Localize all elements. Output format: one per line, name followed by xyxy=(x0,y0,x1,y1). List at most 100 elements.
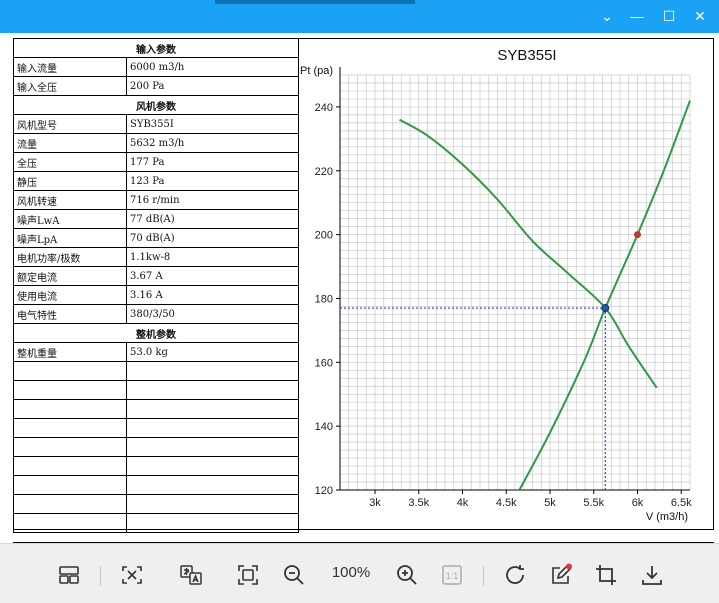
parameter-row: 风机型号 SYB355I xyxy=(13,114,299,134)
parameter-value xyxy=(126,475,299,495)
parameter-row: 使用电流 3.16 A xyxy=(13,285,299,305)
parameter-value: 3.67 A xyxy=(126,266,299,286)
crop-icon[interactable] xyxy=(593,562,619,588)
parameter-row xyxy=(13,399,299,419)
section-header-row: 风机参数 xyxy=(13,95,299,115)
parameter-value xyxy=(126,513,299,533)
parameter-value: 380/3/50 xyxy=(126,304,299,324)
x-axis-label: V (m3/h) xyxy=(646,511,688,523)
title-bar-remnant xyxy=(215,0,415,4)
parameter-row: 流量 5632 m3/h xyxy=(13,133,299,153)
zoom-in-icon[interactable] xyxy=(394,562,420,588)
parameter-label: 流量 xyxy=(13,133,127,153)
operating-point-marker xyxy=(601,304,610,313)
parameter-label: 使用电流 xyxy=(13,285,127,305)
zoom-out-icon[interactable] xyxy=(281,562,307,588)
chart-grid xyxy=(339,74,691,491)
parameter-row: 风机转速 716 r/min xyxy=(13,190,299,210)
fit-screen-icon[interactable] xyxy=(119,562,145,588)
parameter-label xyxy=(13,513,127,533)
parameter-label xyxy=(13,494,127,514)
parameter-label: 风机型号 xyxy=(13,114,127,134)
parameter-label xyxy=(13,437,127,457)
x-tick-label: 5k xyxy=(544,497,556,509)
parameter-label: 噪声LpA xyxy=(13,228,127,248)
x-tick-label: 4.5k xyxy=(496,497,517,509)
parameter-row: 全压 177 Pa xyxy=(13,152,299,172)
parameter-row xyxy=(13,361,299,381)
fan-curve-line xyxy=(399,118,658,389)
input-point-marker xyxy=(634,231,641,239)
x-tick-label: 4k xyxy=(457,497,469,509)
fullscreen-icon[interactable] xyxy=(235,562,261,588)
parameter-label: 噪声LwA xyxy=(13,209,127,229)
parameter-row xyxy=(13,456,299,476)
layout-icon[interactable] xyxy=(56,562,82,588)
parameter-row xyxy=(13,418,299,438)
minimize-button[interactable]: — xyxy=(630,8,644,24)
rotate-icon[interactable] xyxy=(502,562,528,588)
x-tick-label: 3k xyxy=(369,497,381,509)
parameter-value: 6000 m3/h xyxy=(126,57,299,77)
parameter-row: 电气特性 380/3/50 xyxy=(13,304,299,324)
parameter-label: 电机功率/极数 xyxy=(13,247,127,267)
parameter-value: 77 dB(A) xyxy=(126,209,299,229)
parameter-value xyxy=(126,494,299,514)
dropdown-icon[interactable]: ⌄ xyxy=(601,8,613,24)
section-title: 风机参数 xyxy=(13,95,299,115)
parameter-value: 5632 m3/h xyxy=(126,133,299,153)
parameter-row: 噪声LwA 77 dB(A) xyxy=(13,209,299,229)
parameter-label xyxy=(13,418,127,438)
parameter-value: 1.1kw-8 xyxy=(126,247,299,267)
maximize-button[interactable]: ☐ xyxy=(662,8,676,24)
svg-text:1:1: 1:1 xyxy=(446,571,459,581)
parameter-label: 额定电流 xyxy=(13,266,127,286)
translate-icon[interactable] xyxy=(178,562,204,588)
y-tick-label: 240 xyxy=(315,102,333,114)
zoom-level: 100% xyxy=(331,564,371,581)
toolbar-separator xyxy=(483,566,484,586)
parameter-label xyxy=(13,380,127,400)
parameter-label xyxy=(13,475,127,495)
close-button[interactable]: ✕ xyxy=(694,8,706,24)
parameter-label xyxy=(13,361,127,381)
parameter-value xyxy=(126,399,299,419)
parameter-label xyxy=(13,456,127,476)
parameter-value: 123 Pa xyxy=(126,171,299,191)
parameter-value xyxy=(126,361,299,381)
parameter-label: 全压 xyxy=(13,152,127,172)
parameter-value: 177 Pa xyxy=(126,152,299,172)
chart-title: SYB355I xyxy=(497,47,556,64)
section-title: 输入参数 xyxy=(13,38,299,58)
parameter-row: 静压 123 Pa xyxy=(13,171,299,191)
actual-size-icon[interactable]: 1:1 xyxy=(439,562,465,588)
x-tick-label: 6k xyxy=(632,497,644,509)
parameter-label: 电气特性 xyxy=(13,304,127,324)
image-viewport: 输入参数 输入流量 6000 m3/h 输入全压 200 Pa 风机参数 风机型号 SYB35… xyxy=(0,33,719,543)
parameter-value: 200 Pa xyxy=(126,76,299,96)
parameter-row: 噪声LpA 70 dB(A) xyxy=(13,228,299,248)
parameter-value: 3.16 A xyxy=(126,285,299,305)
y-tick-label: 180 xyxy=(315,293,333,305)
parameter-row xyxy=(13,437,299,457)
download-icon[interactable] xyxy=(639,562,665,588)
parameter-value: SYB355I xyxy=(126,114,299,134)
parameter-label: 输入流量 xyxy=(13,57,127,77)
document-bottom-border xyxy=(13,530,714,543)
parameter-label: 静压 xyxy=(13,171,127,191)
system-curve-line xyxy=(518,100,691,491)
parameter-row: 额定电流 3.67 A xyxy=(13,266,299,286)
parameter-row: 电机功率/极数 1.1kw-8 xyxy=(13,247,299,267)
parameter-value xyxy=(126,418,299,438)
toolbar-separator xyxy=(100,566,101,586)
y-tick-label: 120 xyxy=(315,485,333,497)
y-axis-label: Pt (pa) xyxy=(300,65,333,77)
viewer-toolbar: 100% 1:1 xyxy=(0,543,719,603)
y-tick-label: 220 xyxy=(315,166,333,178)
x-tick-label: 3.5k xyxy=(408,497,429,509)
y-tick-label: 160 xyxy=(315,357,333,369)
parameter-value: 716 r/min xyxy=(126,190,299,210)
y-tick-label: 200 xyxy=(315,230,333,242)
parameter-row xyxy=(13,494,299,514)
edit-icon[interactable] xyxy=(548,562,574,588)
